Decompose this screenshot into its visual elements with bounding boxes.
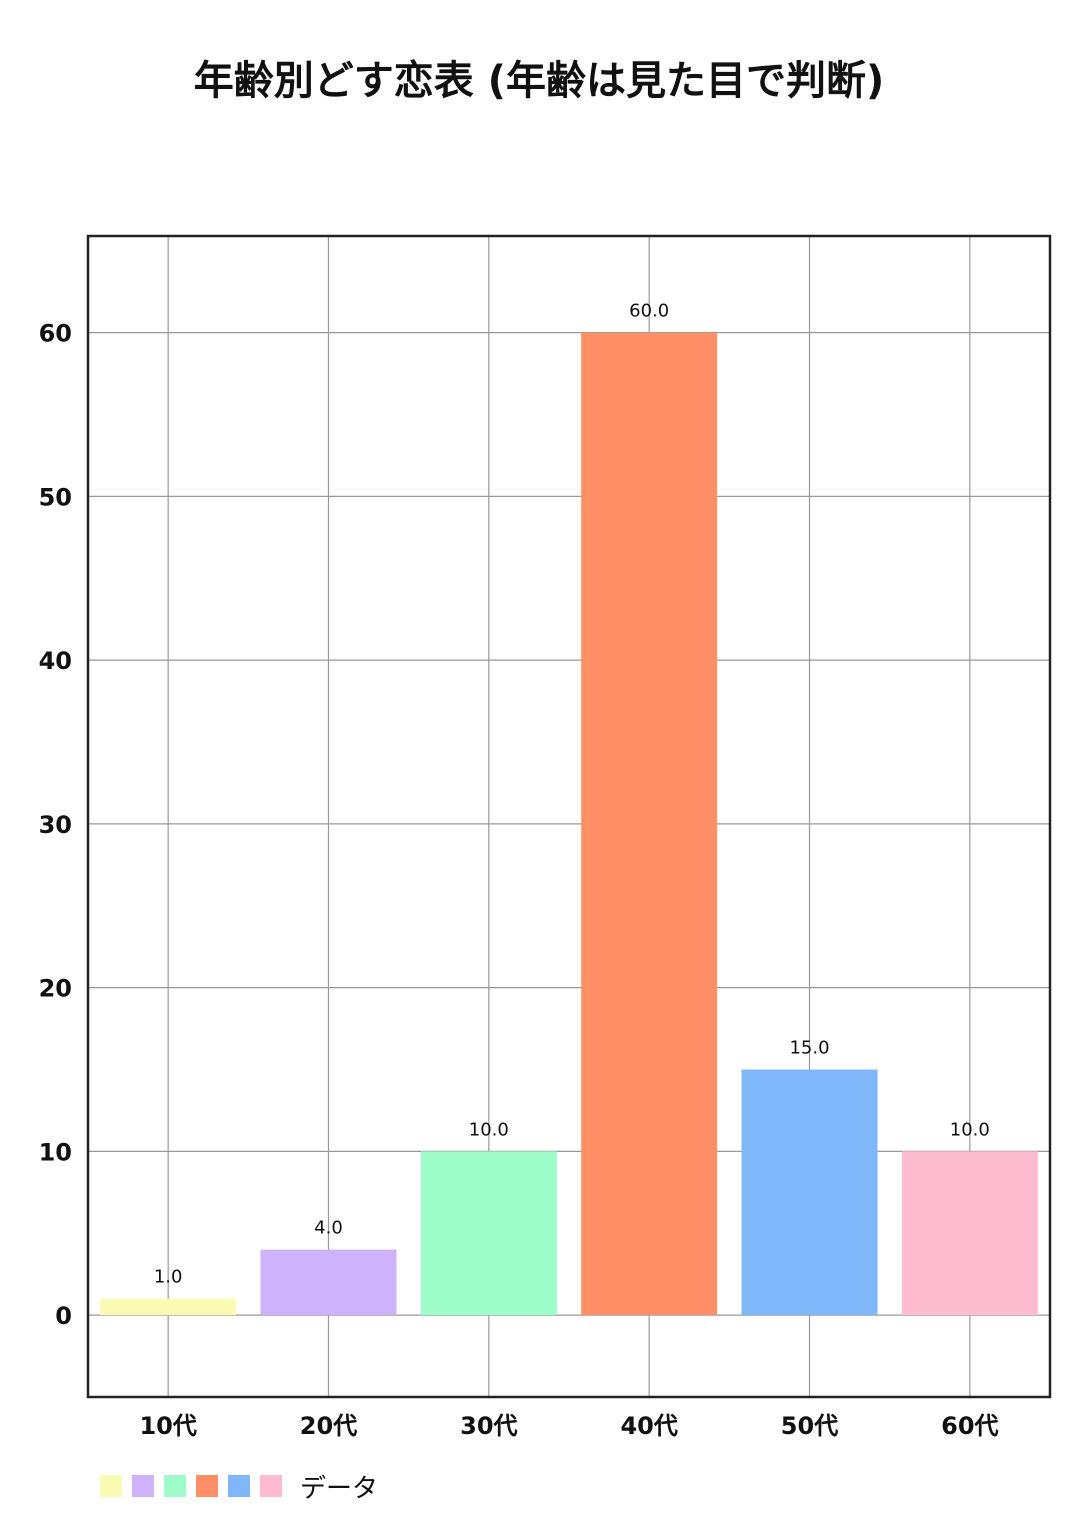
x-axis-ticks: 10代 20代 30代 40代 50代 60代: [139, 1412, 998, 1440]
y-axis-ticks: 0 10 20 30 40 50 60: [39, 320, 72, 1331]
bar-60代: [901, 1151, 1038, 1316]
y-tick-label: 60: [39, 320, 72, 348]
data-label: 1.0: [154, 1267, 183, 1288]
legend-swatch: [228, 1475, 250, 1497]
x-tick-label: 10代: [139, 1412, 196, 1440]
plot-frame: [86, 234, 1052, 1399]
y-tick-label: 10: [39, 1138, 72, 1166]
legend-swatch: [260, 1475, 282, 1497]
data-labels: 1.0 4.0 10.0 60.0 15.0 10.0: [154, 301, 990, 1288]
x-tick-label: 50代: [781, 1412, 838, 1440]
legend-swatch: [100, 1475, 122, 1497]
x-tick-label: 30代: [460, 1412, 517, 1440]
x-tick-label: 60代: [941, 1412, 998, 1440]
legend-swatches: [100, 1475, 292, 1497]
bar-10代: [100, 1298, 237, 1316]
y-tick-label: 30: [39, 811, 72, 839]
data-label: 10.0: [950, 1119, 990, 1140]
x-tick-label: 20代: [300, 1412, 357, 1440]
data-label: 15.0: [789, 1037, 829, 1058]
chart-title: 年齢別どす恋表 (年齢は見た目で判断): [193, 58, 885, 104]
x-tick-label: 40代: [620, 1412, 677, 1440]
legend-swatch: [132, 1475, 154, 1497]
bars: [100, 332, 1038, 1316]
bar-40代: [581, 332, 718, 1316]
y-tick-label: 40: [39, 647, 72, 675]
data-label: 60.0: [629, 301, 669, 322]
y-tick-label: 0: [55, 1302, 72, 1330]
data-label: 4.0: [314, 1218, 343, 1239]
data-label: 10.0: [469, 1119, 509, 1140]
legend-swatch: [196, 1475, 218, 1497]
legend-swatch: [164, 1475, 186, 1497]
legend-label: データ: [300, 1473, 379, 1504]
bar-20代: [260, 1249, 397, 1316]
bar-50代: [741, 1069, 878, 1316]
y-tick-label: 50: [39, 483, 72, 511]
legend: データ: [100, 1472, 378, 1504]
bar-30代: [420, 1151, 557, 1316]
y-tick-label: 20: [39, 975, 72, 1003]
